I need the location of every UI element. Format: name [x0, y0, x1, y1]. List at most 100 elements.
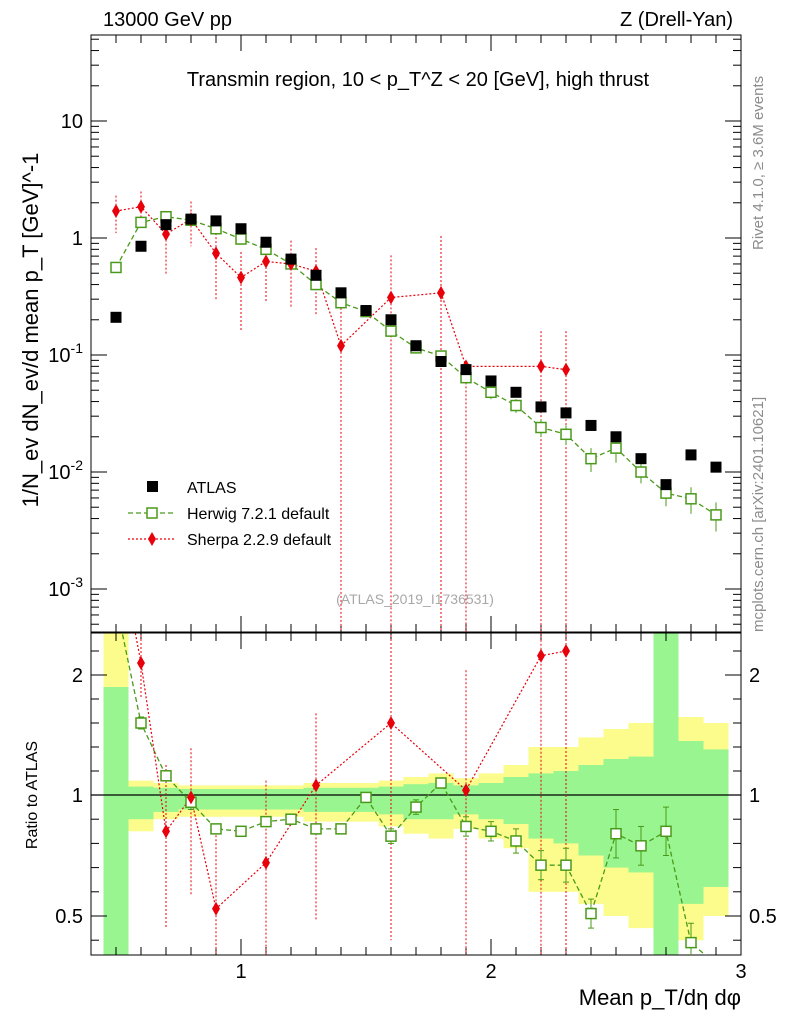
band-inner-bin	[203, 789, 229, 810]
ratio-y-tick-label-right: 0.5	[749, 906, 777, 928]
atlas-point	[110, 311, 122, 323]
atlas-point	[385, 314, 397, 326]
sherpa-ratio-point	[462, 783, 470, 798]
sherpa-ratio-point	[262, 855, 270, 870]
sherpa-point	[262, 254, 270, 269]
band-inner-bin	[578, 765, 604, 856]
herwig-ratio-point	[210, 823, 222, 835]
herwig-ratio-point	[460, 820, 472, 833]
ratio-y-tick-label: 0.5	[55, 906, 83, 928]
atlas-point	[560, 407, 572, 419]
atlas-point	[585, 419, 597, 431]
x-tick-label: 2	[485, 961, 496, 983]
sherpa-point	[562, 362, 570, 377]
atlas-point	[510, 386, 522, 398]
atlas-point	[535, 401, 547, 413]
herwig-point	[110, 261, 122, 274]
atlas-point	[410, 340, 422, 352]
ratio-y-tick-label: 1	[72, 785, 83, 807]
main-series-group	[110, 191, 722, 632]
herwig-ratio-point	[685, 936, 697, 949]
herwig-ratio-point	[435, 777, 447, 789]
sherpa-ratio-point	[212, 901, 220, 916]
sherpa-point	[237, 270, 245, 285]
herwig-ratio-point	[135, 717, 147, 729]
herwig-ratio-point	[585, 907, 597, 920]
atlas-point	[460, 364, 472, 376]
herwig-point	[485, 386, 497, 399]
sherpa-ratio-point	[312, 778, 320, 793]
ratio-y-tick-label-right: 1	[749, 785, 760, 807]
mcplots-label: mcplots.cern.ch [arXiv:2401.10621]	[750, 397, 767, 632]
sherpa-point	[162, 227, 170, 242]
herwig-point	[610, 442, 622, 454]
herwig-ratio-point	[335, 823, 347, 835]
atlas-point	[335, 287, 347, 299]
sherpa-ratio-point	[162, 824, 170, 839]
herwig-point	[535, 421, 547, 434]
herwig-point	[335, 296, 347, 309]
rivet-label: Rivet 4.1.0, ≥ 3.6M events	[750, 76, 767, 250]
atlas-point	[635, 453, 647, 465]
herwig-ratio-point	[360, 791, 372, 804]
herwig-point	[135, 216, 147, 229]
x-tick-label: 3	[735, 961, 746, 983]
main-y-tick-label: 10-3	[48, 574, 83, 601]
legend-atlas-label: ATLAS	[187, 480, 237, 497]
band-inner-bin	[703, 749, 729, 887]
sherpa-point	[537, 359, 545, 374]
legend: ATLAS Herwig 7.2.1 default Sherpa 2.2.9 …	[128, 480, 332, 549]
atlas-point	[160, 219, 172, 231]
sherpa-point	[112, 204, 120, 219]
sherpa-line	[115, 206, 567, 371]
x-axis-label: Mean p_T/dη dφ	[579, 985, 741, 1010]
band-inner-bin	[278, 789, 304, 810]
herwig-point	[385, 325, 397, 337]
sherpa-ratio-point	[562, 644, 570, 658]
atlas-point	[685, 449, 697, 461]
herwig-ratio-point	[560, 859, 572, 871]
main-y-tick-label-base: 10	[48, 345, 70, 367]
legend-herwig-label: Herwig 7.2.1 default	[187, 506, 330, 523]
atlas-point	[610, 431, 622, 443]
herwig-point	[235, 233, 247, 245]
herwig-ratio-point	[510, 835, 522, 847]
atlas-point	[185, 213, 197, 225]
band-inner-bin	[228, 789, 254, 810]
herwig-point	[510, 399, 522, 412]
atlas-point	[260, 236, 272, 248]
band-inner-bin	[478, 783, 504, 820]
main-y-tick-label: 10-2	[48, 457, 83, 484]
herwig-ratio-point	[535, 859, 547, 871]
sherpa-ratio-line	[134, 633, 567, 910]
plot-title: Transmin region, 10 < p_T^Z < 20 [GeV], …	[187, 69, 650, 91]
analysis-reference: (ATLAS_2019_I1736531)	[336, 591, 494, 607]
energy-label: 13000 GeV pp	[103, 9, 232, 31]
sherpa-point	[137, 199, 145, 214]
main-y-tick-label: 1	[72, 228, 83, 250]
herwig-ratio-point	[635, 840, 647, 852]
herwig-ratio-point	[310, 823, 322, 835]
legend-sherpa-label: Sherpa 2.2.9 default	[187, 532, 332, 549]
main-y-axis-label: 1/N_ev dN_ev/d mean p_T [GeV]^-1	[18, 153, 43, 508]
main-y-tick-label: 10	[61, 111, 83, 133]
ratio-series-group	[121, 633, 707, 955]
sherpa-ratio-point	[137, 656, 145, 670]
sherpa-point	[212, 246, 220, 261]
ratio-y-tick-label-right: 2	[749, 665, 760, 687]
herwig-ratio-point	[660, 825, 672, 838]
plot-title-text: Transmin region, 10 < p_T^Z < 20 [GeV], …	[187, 69, 650, 91]
herwig-ratio-point	[285, 813, 297, 825]
herwig-ratio-point	[260, 815, 272, 828]
herwig-line	[115, 216, 717, 516]
herwig-point	[310, 278, 322, 291]
band-inner-bin	[328, 787, 354, 812]
ratio-uncertainty-bands	[91, 633, 741, 955]
band-inner-bin	[253, 789, 279, 810]
sherpa-point	[437, 285, 445, 300]
legend-atlas-marker	[147, 481, 158, 492]
band-inner-bin	[678, 741, 704, 904]
atlas-point	[210, 215, 222, 227]
main-y-tick-label: 10-1	[48, 340, 83, 367]
